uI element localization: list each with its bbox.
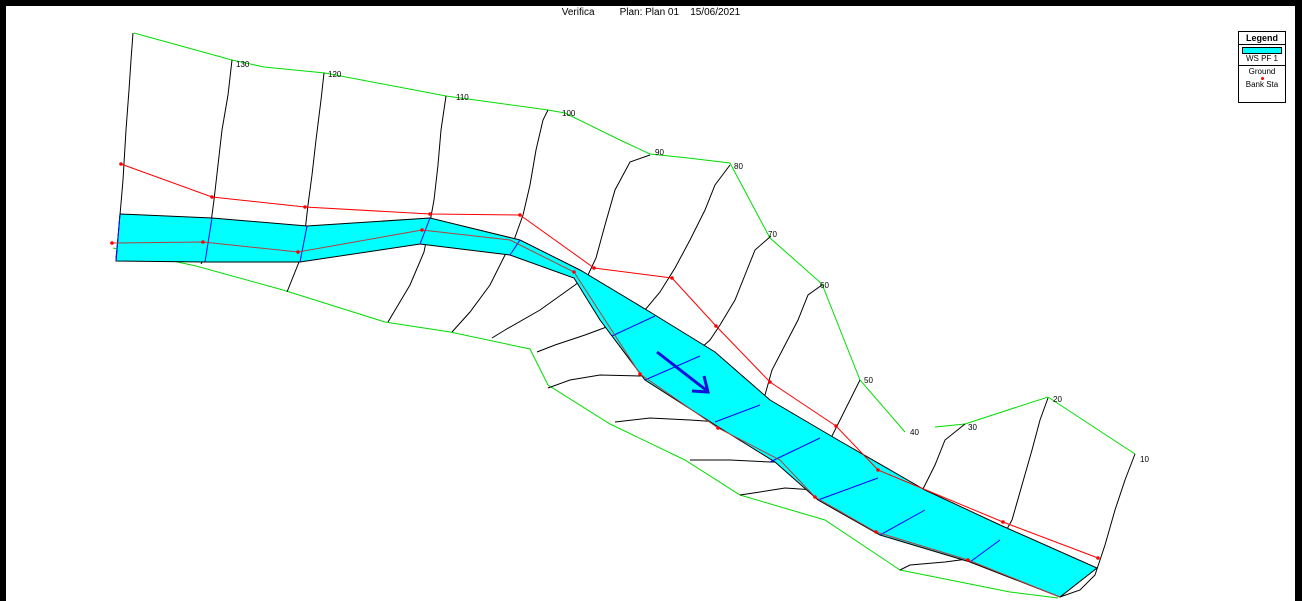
date-text: 15/06/2021 — [690, 7, 741, 18]
bank-sta-point — [874, 530, 878, 534]
bank-sta-point — [716, 426, 720, 430]
bank-sta-point — [768, 380, 772, 384]
xs-water-40 — [769, 437, 821, 463]
ground-xs-100 — [387, 95, 447, 323]
xs-water-90 — [509, 239, 521, 256]
water-surface-area — [115, 213, 1098, 598]
flow-arrow-head — [691, 375, 710, 394]
xs-label-60: 60 — [820, 281, 829, 290]
plan-text: Plan: Plan 01 — [619, 7, 680, 18]
legend-ground-line-icon — [1239, 65, 1285, 66]
xs-water-70 — [611, 315, 656, 337]
xs-label-80: 80 — [734, 162, 743, 171]
bank-sta-point — [670, 276, 674, 280]
ws-swatch-icon — [1242, 47, 1282, 54]
xs-labels: 130 120 110 100 90 80 70 60 50 40 30 20 … — [236, 60, 1149, 464]
bank-sta-point — [572, 270, 576, 274]
bank-sta-point — [296, 250, 300, 254]
xs-water-50 — [714, 404, 761, 423]
xs-label-110: 110 — [456, 93, 469, 102]
bank-sta-point — [119, 162, 123, 166]
lower-boundary-line — [112, 247, 1059, 599]
bank-sta-point — [428, 212, 432, 216]
xs-label-130: 130 — [236, 60, 250, 69]
bank-sta-point — [518, 213, 522, 217]
xs-water-30 — [817, 477, 879, 501]
bank-sta-point — [303, 205, 307, 209]
legend-divider — [1239, 44, 1285, 45]
ground-xs-10 — [1059, 453, 1136, 598]
xs-water-60 — [644, 355, 701, 381]
xs-water-110 — [299, 225, 308, 263]
bank-sta-point — [638, 372, 642, 376]
bank-sta-point — [966, 558, 970, 562]
xs-water-20 — [879, 509, 926, 536]
flow-direction-arrow — [656, 350, 710, 394]
bank-sta-point — [1096, 556, 1100, 560]
legend-ground-label: Ground — [1248, 67, 1276, 76]
reach-boundary — [112, 32, 1136, 599]
ground-xs-70 — [536, 164, 731, 353]
title-text: Verifica — [561, 7, 595, 18]
xs-water-10 — [969, 539, 1001, 563]
bank-sta-point — [110, 241, 114, 245]
xs-label-70: 70 — [768, 230, 777, 239]
upper-boundary-line — [133, 32, 906, 433]
upper-boundary-line-east — [934, 396, 1136, 455]
flow-arrow-shaft — [656, 350, 707, 392]
bank-sta-point — [210, 195, 214, 199]
xs-water-lines — [115, 213, 1001, 563]
bank-sta-point — [420, 228, 424, 232]
xs-water-100 — [419, 217, 431, 245]
legend-bank-label: Bank Sta — [1245, 80, 1279, 89]
xs-label-100: 100 — [562, 109, 576, 118]
xs-label-40: 40 — [910, 428, 919, 437]
xs-label-30: 30 — [968, 423, 977, 432]
bank-sta-dot-icon — [1260, 77, 1264, 80]
xs-water-130 — [115, 213, 121, 262]
bank-sta-point — [876, 468, 880, 472]
xs-water-120 — [204, 217, 213, 263]
plot-title: Verifica Plan: Plan 01 15/06/2021 — [0, 7, 1302, 18]
bank-sta-point — [1001, 520, 1005, 524]
bank-sta-point — [714, 324, 718, 328]
xs-label-90: 90 — [655, 148, 664, 157]
ground-xs-90 — [451, 109, 549, 333]
bank-station-points — [110, 162, 1100, 562]
xs-label-50: 50 — [864, 376, 873, 385]
bank-sta-point — [592, 266, 596, 270]
legend-box: Legend WS PF 1 Ground Bank Sta — [1238, 31, 1286, 103]
xs-label-20: 20 — [1053, 395, 1062, 404]
bank-sta-point — [834, 424, 838, 428]
legend-title: Legend — [1245, 33, 1278, 43]
xs-label-10: 10 — [1140, 455, 1149, 464]
bank-sta-point — [201, 240, 205, 244]
bank-sta-point — [813, 495, 817, 499]
legend-ws-label: WS PF 1 — [1245, 54, 1278, 63]
xs-label-120: 120 — [328, 70, 342, 79]
